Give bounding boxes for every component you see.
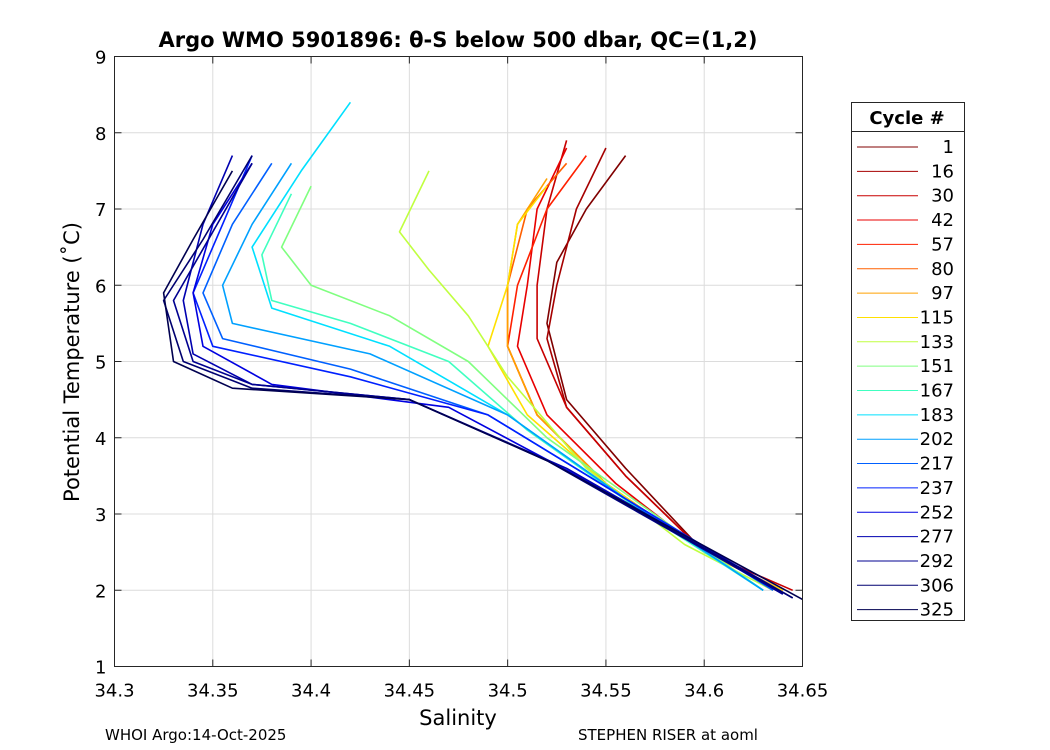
legend-label-cycle-57: 57 — [931, 234, 954, 255]
legend-label-cycle-325: 325 — [920, 600, 954, 621]
series-line-cycle-277 — [182, 155, 794, 599]
y-tick-label: 8 — [95, 124, 106, 145]
footer-right: STEPHEN RISER at aoml — [578, 726, 758, 744]
legend-label-cycle-292: 292 — [920, 551, 954, 572]
legend-label-cycle-30: 30 — [931, 186, 954, 207]
legend-box — [851, 102, 965, 621]
legend-items: 1 16 30 42 57 80 97 115 133 151 167 183 202 217 237 252… — [857, 137, 954, 621]
y-axis-ticks: 1 2 3 4 5 6 7 8 9 — [95, 48, 803, 679]
series-line-cycle-202 — [221, 162, 764, 591]
legend-label-cycle-97: 97 — [931, 283, 954, 304]
x-tick-label: 34.65 — [777, 681, 829, 702]
y-axis-label: Potential Temperature (˚C) — [60, 222, 84, 502]
y-tick-label: 3 — [95, 505, 106, 526]
legend-label-cycle-16: 16 — [931, 161, 954, 182]
legend-label-cycle-1: 1 — [943, 137, 954, 158]
series-line-cycle-151 — [280, 185, 764, 591]
legend-label-cycle-167: 167 — [920, 381, 954, 402]
chart-title: Argo WMO 5901896: θ-S below 500 dbar, QC… — [159, 28, 758, 52]
y-tick-label: 9 — [95, 48, 106, 69]
legend-label-cycle-202: 202 — [920, 429, 954, 450]
series-line-cycle-237 — [192, 155, 784, 595]
legend-label-cycle-151: 151 — [920, 356, 954, 377]
series-line-cycle-217 — [202, 162, 774, 591]
y-tick-label: 7 — [95, 200, 106, 221]
y-tick-label: 1 — [95, 658, 106, 679]
x-axis-ticks: 34.3 34.35 34.4 34.45 34.5 34.55 34.6 34.65 — [94, 56, 829, 702]
y-tick-label: 5 — [95, 353, 106, 374]
x-tick-label: 34.3 — [94, 681, 134, 702]
series-line-cycle-133 — [398, 170, 774, 592]
legend-title: Cycle # — [869, 108, 944, 129]
x-axis-label: Salinity — [419, 706, 497, 730]
x-tick-label: 34.55 — [580, 681, 632, 702]
series-line-cycle-252 — [192, 162, 784, 595]
x-tick-label: 34.45 — [384, 681, 436, 702]
legend-label-cycle-217: 217 — [920, 454, 954, 475]
legend-label-cycle-252: 252 — [920, 502, 954, 523]
series-line-cycle-57 — [506, 155, 784, 592]
legend-label-cycle-237: 237 — [920, 478, 954, 499]
legend-label-cycle-80: 80 — [931, 259, 954, 280]
x-tick-label: 34.4 — [291, 681, 331, 702]
y-tick-label: 6 — [95, 276, 106, 297]
legend-label-cycle-133: 133 — [920, 332, 954, 353]
series-line-cycle-97 — [506, 178, 784, 592]
series-line-cycle-80 — [506, 162, 784, 592]
legend-label-cycle-183: 183 — [920, 405, 954, 426]
y-tick-label: 2 — [95, 581, 106, 602]
series-line-cycle-167 — [261, 193, 764, 591]
series-line-cycle-325 — [162, 170, 803, 601]
series-line-cycle-42 — [516, 147, 784, 592]
legend-label-cycle-115: 115 — [920, 307, 954, 328]
footer-left: WHOI Argo:14-Oct-2025 — [105, 726, 286, 744]
plot-lines — [162, 101, 803, 601]
legend-label-cycle-42: 42 — [931, 210, 954, 231]
legend-label-cycle-306: 306 — [920, 575, 954, 596]
x-tick-label: 34.35 — [187, 681, 239, 702]
x-tick-label: 34.6 — [684, 681, 724, 702]
x-tick-label: 34.5 — [488, 681, 528, 702]
legend-label-cycle-277: 277 — [920, 527, 954, 548]
legend: Cycle # 1 16 30 42 57 80 97 115 133 151 167 183 202 2… — [851, 102, 965, 621]
grid — [114, 56, 803, 667]
y-tick-label: 4 — [95, 429, 106, 450]
